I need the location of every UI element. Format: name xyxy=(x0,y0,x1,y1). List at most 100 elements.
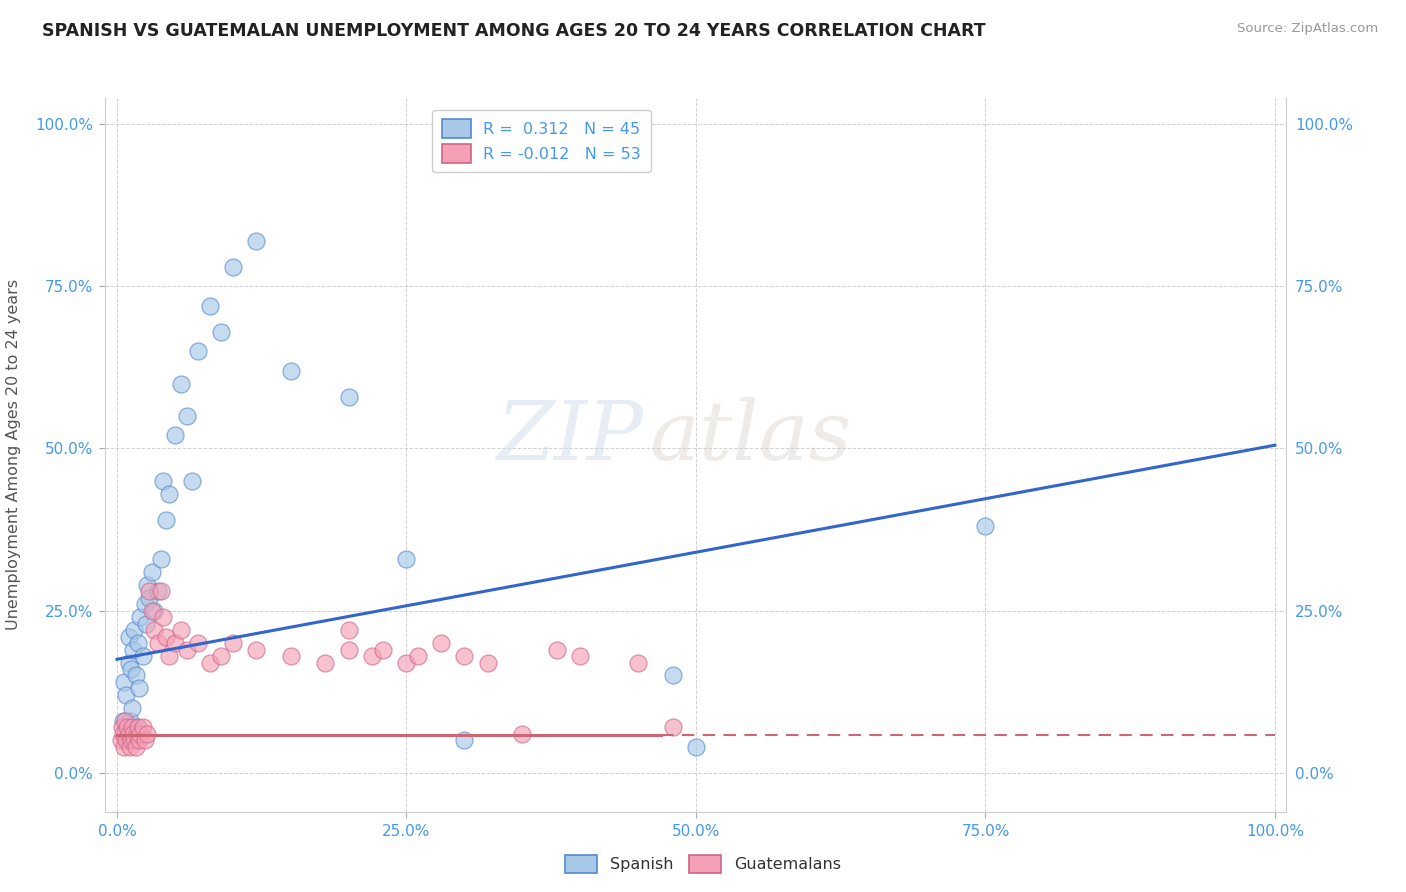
Point xyxy=(662,720,685,734)
Point xyxy=(453,648,475,663)
Point xyxy=(187,344,209,359)
Point xyxy=(111,720,134,734)
Point xyxy=(120,662,142,676)
Point xyxy=(134,597,156,611)
Point xyxy=(138,591,160,605)
Point xyxy=(124,668,146,682)
Point xyxy=(111,714,134,728)
Point xyxy=(127,720,149,734)
Point xyxy=(181,474,204,488)
Point xyxy=(122,727,145,741)
Point xyxy=(209,325,232,339)
Point xyxy=(115,733,138,747)
Point xyxy=(128,733,150,747)
Point xyxy=(406,648,429,663)
Point xyxy=(146,636,169,650)
Text: SPANISH VS GUATEMALAN UNEMPLOYMENT AMONG AGES 20 TO 24 YEARS CORRELATION CHART: SPANISH VS GUATEMALAN UNEMPLOYMENT AMONG… xyxy=(42,22,986,40)
Text: ZIP: ZIP xyxy=(496,397,643,477)
Point xyxy=(150,584,173,599)
Point xyxy=(157,487,180,501)
Point xyxy=(373,642,395,657)
Point xyxy=(134,733,156,747)
Point xyxy=(662,668,685,682)
Point xyxy=(146,584,169,599)
Point xyxy=(510,727,533,741)
Point xyxy=(131,648,153,663)
Point xyxy=(170,376,193,391)
Point xyxy=(395,551,418,566)
Point xyxy=(337,390,360,404)
Point xyxy=(129,727,152,741)
Point xyxy=(337,623,360,637)
Point xyxy=(114,714,136,728)
Point xyxy=(198,656,221,670)
Point xyxy=(112,739,135,754)
Point xyxy=(430,636,453,650)
Point xyxy=(115,688,138,702)
Point xyxy=(477,656,499,670)
Point xyxy=(314,656,336,670)
Point xyxy=(143,623,166,637)
Point xyxy=(111,727,134,741)
Point xyxy=(122,642,145,657)
Point xyxy=(627,656,650,670)
Point xyxy=(141,604,163,618)
Point xyxy=(117,656,139,670)
Point xyxy=(569,648,592,663)
Point xyxy=(395,656,418,670)
Point xyxy=(131,720,153,734)
Point xyxy=(245,642,267,657)
Point xyxy=(118,739,141,754)
Point xyxy=(337,642,360,657)
Point xyxy=(129,610,152,624)
Point xyxy=(222,260,245,274)
Point xyxy=(360,648,382,663)
Point xyxy=(222,636,245,650)
Text: Source: ZipAtlas.com: Source: ZipAtlas.com xyxy=(1237,22,1378,36)
Point xyxy=(128,681,150,696)
Point xyxy=(974,519,997,533)
Point xyxy=(152,474,174,488)
Point xyxy=(546,642,568,657)
Point xyxy=(135,616,157,631)
Point xyxy=(136,727,159,741)
Point xyxy=(280,363,302,377)
Point xyxy=(209,648,232,663)
Point xyxy=(118,714,141,728)
Point xyxy=(124,739,146,754)
Point xyxy=(125,720,148,734)
Point xyxy=(125,727,148,741)
Point xyxy=(163,636,186,650)
Point xyxy=(453,733,475,747)
Point xyxy=(136,577,159,591)
Point xyxy=(114,727,136,741)
Point xyxy=(176,409,198,423)
Point xyxy=(121,701,143,715)
Point xyxy=(176,642,198,657)
Point xyxy=(124,623,146,637)
Point xyxy=(157,648,180,663)
Point xyxy=(155,513,177,527)
Point xyxy=(117,727,139,741)
Point xyxy=(117,720,139,734)
Point xyxy=(155,630,177,644)
Point xyxy=(170,623,193,637)
Point xyxy=(120,733,142,747)
Point xyxy=(245,234,267,248)
Point xyxy=(110,733,132,747)
Point xyxy=(143,604,166,618)
Point xyxy=(198,299,221,313)
Point xyxy=(685,739,707,754)
Text: atlas: atlas xyxy=(648,397,851,477)
Point xyxy=(152,610,174,624)
Point xyxy=(127,636,149,650)
Point xyxy=(124,733,146,747)
Point xyxy=(112,675,135,690)
Point xyxy=(117,630,139,644)
Point xyxy=(138,584,160,599)
Point xyxy=(150,551,173,566)
Point xyxy=(280,648,302,663)
Point xyxy=(117,733,139,747)
Point xyxy=(163,428,186,442)
Point xyxy=(187,636,209,650)
